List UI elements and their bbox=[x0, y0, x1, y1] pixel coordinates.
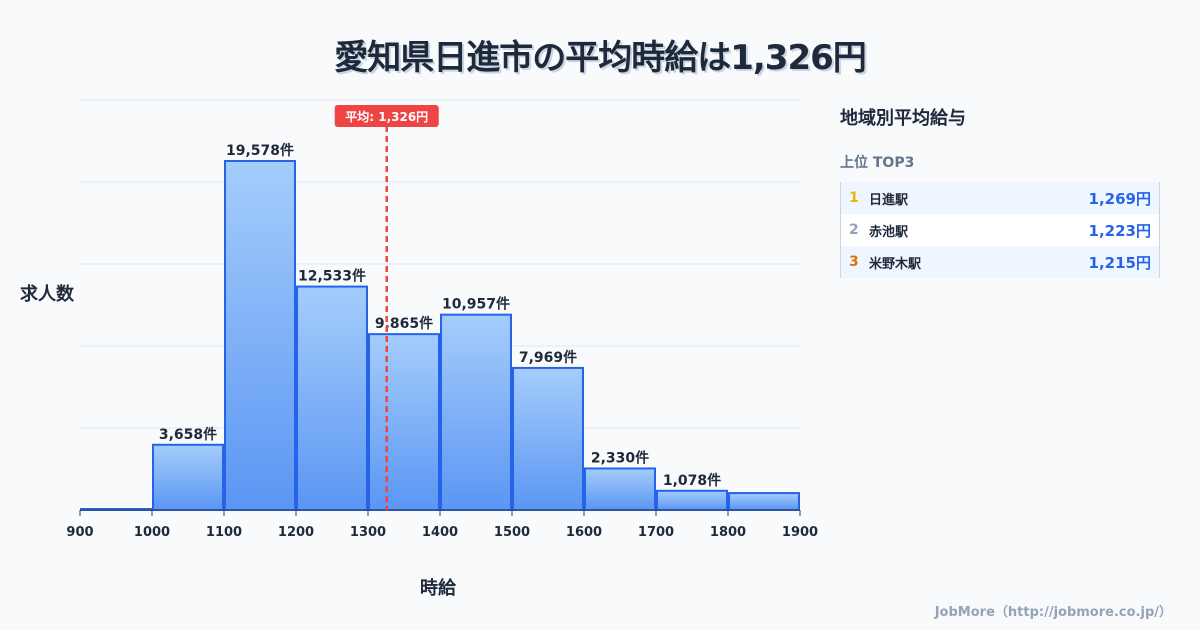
salary-value: 1,215円 bbox=[1088, 253, 1151, 272]
x-tick-label: 1100 bbox=[206, 525, 242, 540]
bar-value-label: 3,658件 bbox=[159, 426, 217, 443]
rank: 3 bbox=[849, 254, 859, 270]
mean-label: 平均: 1,326円 bbox=[345, 109, 428, 124]
histogram-bar bbox=[440, 313, 512, 511]
station-name: 米野木駅 bbox=[869, 256, 922, 272]
page-title: 愛知県日進市の平均時給は1,326円 bbox=[334, 38, 867, 78]
panel-title: 地域別平均給与 bbox=[840, 108, 966, 129]
x-tick-label: 1000 bbox=[134, 525, 170, 540]
histogram-bar bbox=[728, 492, 800, 511]
station-name: 赤池駅 bbox=[869, 224, 909, 240]
histogram-bar bbox=[368, 333, 440, 512]
footer-credit: JobMore（http://jobmore.co.jp/） bbox=[934, 605, 1172, 620]
mean-label-badge bbox=[334, 105, 439, 127]
salary-value: 1,223円 bbox=[1088, 221, 1151, 240]
x-tick-label: 1800 bbox=[710, 525, 746, 540]
rank: 1 bbox=[849, 190, 859, 206]
bar-value-label: 2,330件 bbox=[591, 449, 649, 466]
histogram-bar bbox=[584, 467, 656, 511]
x-tick-label: 1700 bbox=[638, 525, 674, 540]
histogram-bar bbox=[224, 160, 296, 512]
rank: 2 bbox=[849, 222, 859, 238]
x-tick-label: 1500 bbox=[494, 525, 530, 540]
histogram-bar bbox=[656, 489, 728, 511]
x-tick-label: 1200 bbox=[278, 525, 314, 540]
bar-value-label: 9,865件 bbox=[375, 315, 433, 332]
bar-value-label: 10,957件 bbox=[442, 296, 510, 313]
x-tick-label: 1300 bbox=[350, 525, 386, 540]
y-axis-label: 求人数 bbox=[20, 284, 74, 305]
histogram-bar bbox=[152, 443, 224, 511]
x-tick-label: 1400 bbox=[422, 525, 458, 540]
bar-value-label: 19,578件 bbox=[226, 142, 294, 159]
histogram-bar bbox=[296, 285, 368, 512]
ranking-row: 3 米野木駅 1,215円 bbox=[841, 246, 1159, 278]
station-name: 日進駅 bbox=[869, 192, 909, 208]
x-tick-label: 1600 bbox=[566, 525, 602, 540]
x-tick-label: 900 bbox=[66, 525, 93, 540]
histogram: 3,658件 19,578件 12,533件 9,865件 10,957件 7,969件 2… bbox=[66, 99, 818, 540]
salary-value: 1,269円 bbox=[1088, 189, 1151, 208]
panel-subtitle: 上位 TOP3 bbox=[840, 155, 915, 171]
ranking-table: 1 日進駅 1,269円 2 赤池駅 1,223円 3 米野木駅 1,215円 bbox=[840, 182, 1160, 278]
bar-value-label: 7,969件 bbox=[519, 349, 577, 366]
x-tick-label: 1900 bbox=[782, 525, 818, 540]
bar-value-label: 12,533件 bbox=[298, 268, 366, 285]
histogram-bar bbox=[512, 366, 584, 511]
bar-value-label: 1,078件 bbox=[663, 472, 721, 489]
x-axis-label: 時給 bbox=[420, 578, 456, 599]
ranking-row: 2 赤池駅 1,223円 bbox=[841, 214, 1159, 246]
ranking-row: 1 日進駅 1,269円 bbox=[841, 182, 1159, 214]
